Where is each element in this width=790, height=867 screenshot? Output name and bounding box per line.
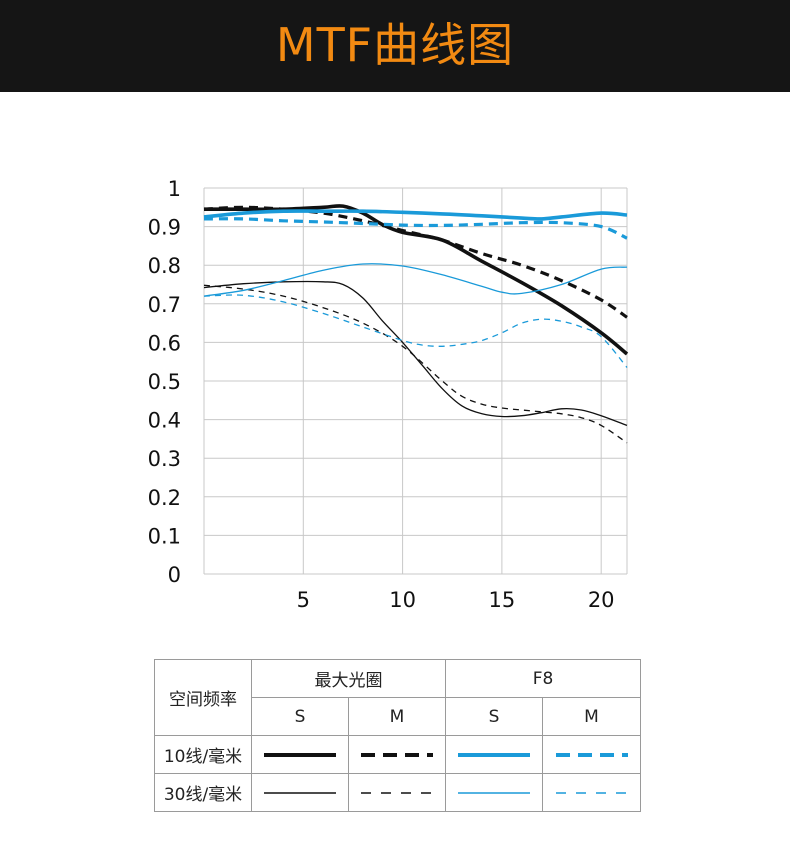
legend-max-10-s [251,735,349,774]
series-line [203,205,628,319]
series-line [203,209,628,221]
series-line [203,280,628,427]
y-tick-label: 0.2 [148,486,181,510]
y-tick-label: 0.5 [148,370,181,394]
f8-header: F8 [444,659,642,698]
title-bar: MTF曲线图 [0,0,790,92]
legend-max-10-m [348,735,446,774]
page-title: MTF曲线图 [275,18,515,72]
y-axis-ticks: 0 0.1 0.2 0.3 0.4 0.5 0.6 0.7 0.8 0.9 1 [148,177,181,587]
x-tick-label: 20 [588,588,615,612]
y-tick-label: 0.4 [148,409,181,433]
max-aperture-header: 最大光圈 [251,659,446,698]
legend-max-30-m [348,773,446,812]
f8-s-header: S [445,697,543,736]
y-tick-label: 0 [168,563,181,587]
x-tick-label: 5 [297,588,310,612]
y-tick-label: 0.7 [148,293,181,317]
y-tick-label: 0.1 [148,524,181,548]
x-tick-label: 15 [489,588,516,612]
row-30-lines-label: 30线/毫米 [154,773,252,812]
chart-series [203,204,629,444]
legend-table: 空间频率 最大光圈 F8 S M S M 10线/毫米 30线/毫米 [154,659,642,812]
x-tick-label: 10 [389,588,416,612]
series-line [203,294,628,368]
y-tick-label: 0.8 [148,254,181,278]
x-axis-ticks: 5 10 15 20 [297,588,615,612]
y-tick-label: 0.9 [148,216,181,240]
series-line [203,284,628,444]
legend-max-30-s [251,773,349,812]
f8-m-header: M [541,697,642,736]
row-10-lines-label: 10线/毫米 [154,735,252,774]
legend-f8-10-m [541,735,642,774]
series-line [204,204,629,356]
y-tick-label: 0.3 [148,447,181,471]
max-aperture-m-header: M [348,697,446,736]
legend-f8-30-m [541,773,642,812]
y-tick-label: 0.6 [148,331,181,355]
spatial-frequency-header: 空间频率 [154,659,252,736]
max-aperture-s-header: S [251,697,349,736]
legend-f8-10-s [445,735,543,774]
y-tick-label: 1 [168,177,181,201]
mtf-chart: 0 0.1 0.2 0.3 0.4 0.5 0.6 0.7 0.8 0.9 1 5 10 15 20 [148,177,629,612]
series-line [203,263,628,297]
series-line [203,217,628,240]
legend-f8-30-s [445,773,543,812]
chart-grid [203,187,628,575]
